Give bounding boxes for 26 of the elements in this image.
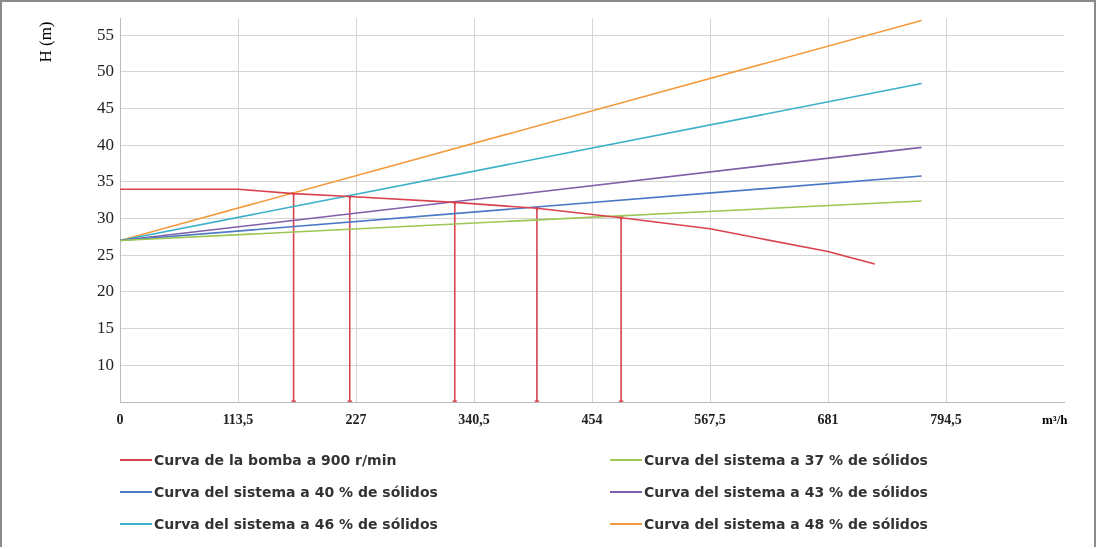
y-tick-label: 40 — [97, 134, 114, 154]
y-tick-label: 35 — [97, 171, 114, 191]
y-tick-label: 15 — [97, 318, 114, 338]
x-tick-label: 113,5 — [222, 412, 254, 428]
legend-label: Curva del sistema a 48 % de sólidos — [644, 516, 928, 532]
y-axis-title: H (m) — [36, 21, 56, 63]
legend-label: Curva del sistema a 43 % de sólidos — [644, 484, 928, 500]
y-tick-label: 50 — [97, 61, 114, 81]
x-tick-label: 794,5 — [930, 412, 962, 428]
y-tick-label: 10 — [97, 354, 114, 374]
x-tick-label: 227 — [345, 412, 367, 428]
x-tick-label: 0 — [116, 412, 124, 428]
legend-label: Curva del sistema a 46 % de sólidos — [154, 516, 438, 532]
x-tick-label: 454 — [581, 412, 603, 428]
x-tick-label: 340,5 — [458, 412, 490, 428]
x-tick-label: 567,5 — [694, 412, 726, 428]
legend-label: Curva del sistema a 40 % de sólidos — [154, 484, 438, 500]
y-tick-label: 25 — [97, 244, 114, 264]
legend-label: Curva del sistema a 37 % de sólidos — [644, 452, 928, 468]
legend-label: Curva de la bomba a 900 r/min — [154, 452, 397, 468]
x-tick-label: 681 — [817, 412, 839, 428]
y-tick-label: 55 — [97, 24, 114, 44]
y-tick-label: 20 — [97, 281, 114, 301]
x-axis-title: m³/h — [1042, 412, 1068, 428]
y-tick-label: 30 — [97, 208, 114, 228]
y-tick-label: 45 — [97, 97, 114, 117]
